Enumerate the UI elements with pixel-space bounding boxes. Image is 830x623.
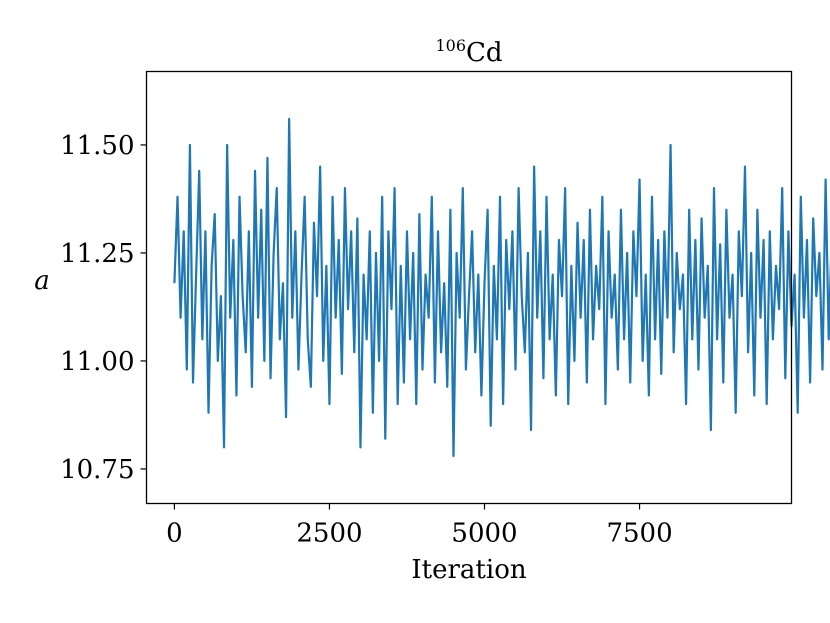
axes-frame [145, 70, 793, 505]
y-axis-ticks: 10.75 11.00 11.25 11.50 [60, 131, 147, 485]
x-axis-label: Iteration [411, 555, 526, 585]
y-tick-label: 11.00 [60, 347, 134, 377]
plot-area: 0 2500 5000 7500 10.75 11.00 11.25 11.50 [60, 70, 830, 549]
series-line-0 [173, 117, 830, 458]
chart-title: 106Cd [435, 36, 502, 68]
x-tick-label: 2500 [296, 519, 362, 549]
x-tick-label: 0 [166, 519, 183, 549]
chart-title-main: Cd [466, 38, 503, 68]
x-tick-label: 5000 [451, 519, 517, 549]
x-tick-label: 7500 [606, 519, 672, 549]
series-layer [173, 117, 830, 458]
x-axis-ticks: 0 2500 5000 7500 [166, 503, 673, 549]
y-tick-label: 11.25 [60, 239, 134, 269]
y-tick-label: 10.75 [60, 455, 134, 485]
y-axis-label: a [34, 266, 50, 296]
y-tick-label: 11.50 [60, 131, 134, 161]
chart-title-superscript: 106 [435, 36, 466, 55]
